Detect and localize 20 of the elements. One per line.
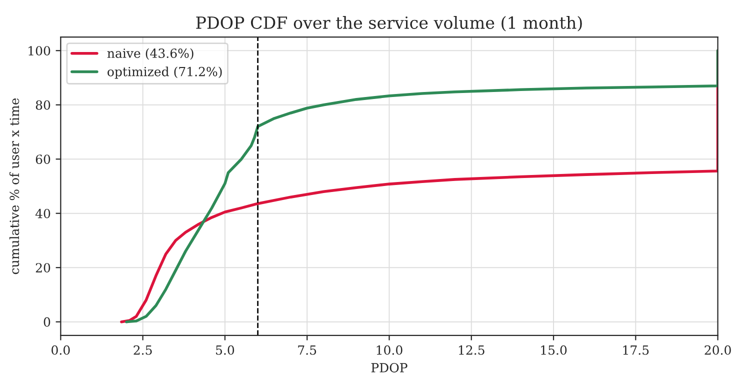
y-tick-label: 60 — [36, 154, 50, 164]
x-tick-label: 12.5 — [458, 345, 484, 355]
y-tick-label: 100 — [28, 46, 50, 56]
y-tick-label: 0 — [44, 317, 50, 327]
x-tick-label: 0.0 — [52, 345, 70, 355]
legend-label: optimized (71.2%) — [108, 66, 222, 79]
x-tick-label: 7.5 — [298, 346, 316, 355]
y-tick-label: 40 — [35, 208, 50, 218]
y-tick-label: 20 — [36, 263, 50, 273]
x-tick-label: 20.0 — [704, 345, 731, 355]
chart-title: PDOP CDF over the service volume (1 month) — [196, 16, 582, 32]
x-tick-label: 15.0 — [541, 345, 567, 355]
y-axis-title: cumulative % of user x time — [9, 98, 20, 274]
legend-label: naive (43.6%) — [107, 48, 194, 60]
x-tick-label: 10.0 — [376, 345, 402, 355]
y-tick-label: 80 — [36, 100, 50, 110]
x-tick-label: 5.0 — [216, 345, 234, 355]
x-tick-label: 2.5 — [134, 345, 152, 355]
x-axis-title: PDOP — [371, 362, 408, 372]
x-tick-label: 17.5 — [623, 345, 649, 355]
